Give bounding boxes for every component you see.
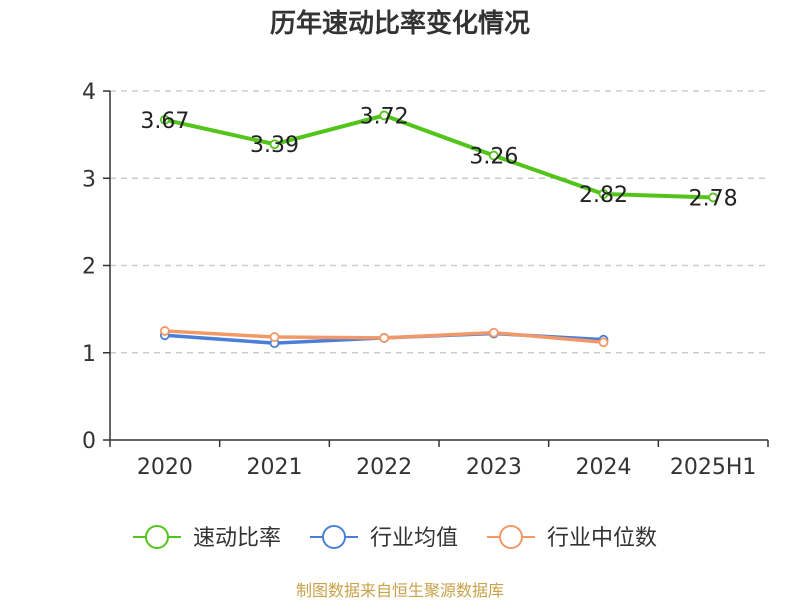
data-label: 3.26 [469, 145, 518, 170]
y-tick-label: 1 [82, 342, 96, 367]
data-label: 2.78 [689, 186, 738, 211]
series-layer [159, 110, 719, 349]
legend-marker [145, 525, 169, 549]
x-tick-label: 2021 [247, 455, 303, 480]
y-tick-label: 0 [82, 429, 96, 454]
data-point [269, 332, 280, 342]
data-label: 3.67 [140, 109, 189, 134]
data-point [598, 189, 609, 199]
data-point [598, 337, 609, 348]
legend-label: 行业中位数 [547, 526, 657, 551]
data-label: 2.82 [579, 183, 628, 208]
x-tick-label: 2024 [576, 455, 632, 480]
data-point [379, 333, 390, 343]
data-label: 3.72 [360, 104, 409, 129]
x-tick-label: 2022 [356, 455, 412, 480]
series-line [162, 113, 716, 200]
source-note: 制图数据来自恒生聚源数据库 [296, 581, 504, 600]
legend-marker [499, 525, 523, 549]
legend-label: 行业均值 [370, 526, 458, 551]
legend-marker [322, 525, 346, 549]
x-tick-label: 2023 [466, 455, 522, 480]
legend-label: 速动比率 [193, 526, 281, 551]
y-tick-label: 3 [82, 167, 96, 192]
x-tick-label: 2020 [137, 455, 193, 480]
data-label-layer: 3.67 3.39 3.72 3.26 2.82 2.78 [140, 104, 737, 211]
legend: 速动比率 行业均值 行业中位数 [133, 525, 657, 551]
data-point [159, 326, 170, 336]
data-label: 3.39 [250, 133, 299, 158]
x-tick-label: 2025H1 [670, 455, 757, 480]
chart-title: 历年速动比率变化情况 [270, 8, 530, 39]
axis-layer: 0 1 2 3 4 2020 2021 2022 2023 2024 2025H1 [82, 80, 769, 480]
data-point [488, 327, 499, 338]
data-point [159, 114, 170, 125]
data-point [708, 192, 719, 203]
data-point [269, 139, 280, 150]
y-tick-label: 4 [82, 80, 96, 105]
data-point [379, 110, 390, 121]
y-tick-label: 2 [82, 255, 96, 280]
data-point [488, 150, 499, 161]
